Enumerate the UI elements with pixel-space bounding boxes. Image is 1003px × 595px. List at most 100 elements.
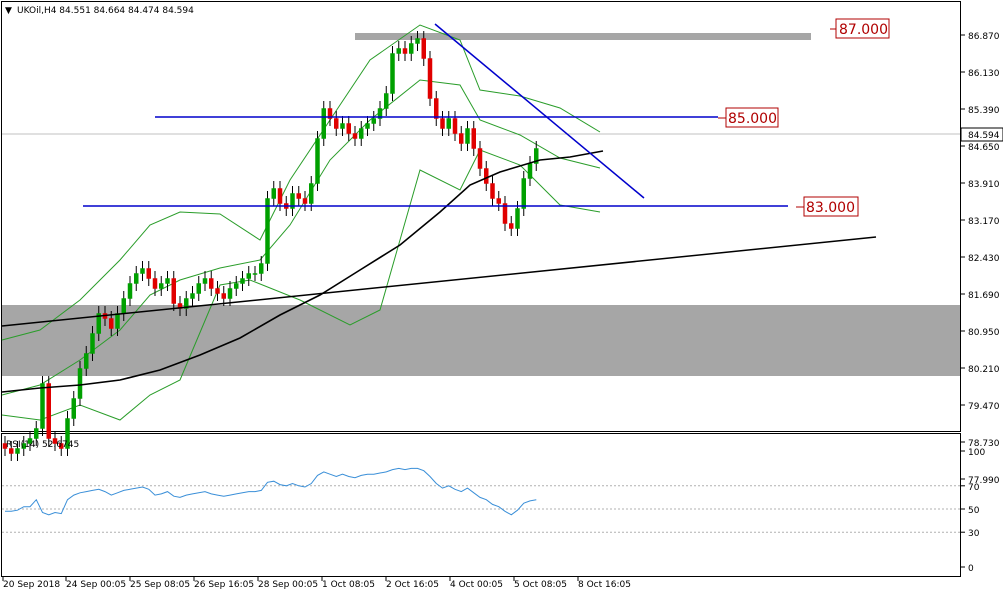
candle [521,171,526,216]
rsi-line [5,467,537,516]
candle [34,421,39,446]
candle [459,126,464,151]
rsi-axis: 100 70 50 30 0 [960,448,985,574]
candle [2,436,8,456]
candle [490,176,495,206]
candle [84,346,89,376]
candle [96,306,101,341]
candle [471,121,476,156]
price-tick-label: 86.870 [968,32,1000,42]
candle [496,191,501,211]
candle [484,161,489,191]
candle [415,31,420,51]
rsi-title: RSI(14) 52.6745 [6,440,79,450]
candle [352,126,358,146]
chart-symbol-arrow: ▼ [5,6,12,16]
candle [440,111,445,136]
chart-title: UKOil,H4 84.551 84.664 84.474 84.594 [17,6,194,16]
rsi-tick-label: 100 [968,448,985,458]
price-tick-label: 80.950 [968,328,1000,338]
candle [21,436,26,456]
candle [240,271,245,291]
candle [15,441,20,461]
candle [534,141,539,171]
time-tick-label: 28 Sep 00:05 [258,580,318,590]
current-price-text: 84.594 [968,131,1000,141]
price-tick-label: 86.130 [968,69,1000,79]
descending-trendline [434,23,645,199]
candle [321,101,326,146]
candle [371,111,376,131]
candle [359,121,364,146]
candle [409,36,414,61]
time-axis: 20 Sep 2018 24 Sep 00:05 25 Sep 08:05 26 Se… [2,577,631,590]
level-85-label: 85.000 [718,107,779,128]
candle [209,271,214,296]
candle [515,201,520,236]
price-tick-label: 79.470 [968,402,1000,412]
candle [290,186,295,216]
time-tick-label: 1 Oct 08:05 [322,580,375,590]
candle [171,271,176,311]
candle [59,436,64,456]
bollinger-lower [1,149,601,421]
price-tick-label: 77.990 [968,476,1000,486]
candle [390,46,395,101]
candle [234,276,239,296]
candle [159,276,164,296]
price-tick-label: 80.210 [968,365,1000,375]
candle [502,196,508,231]
candle [477,141,483,176]
candle [190,286,195,306]
time-tick-label: 4 Oct 00:05 [450,580,503,590]
candle [134,266,139,291]
candle [434,91,439,126]
level-83-text: 83.000 [806,200,855,216]
bollinger-middle [1,79,601,396]
price-tick-label: 83.170 [968,217,1000,227]
candle [52,431,58,451]
bollinger-bands [1,24,601,421]
ma-line [1,150,604,393]
candle [27,431,33,451]
level-87-label: 87.000 [830,18,890,39]
candle [327,101,333,126]
rsi-tick-label: 0 [968,564,974,574]
candles [2,31,539,461]
candle [127,276,133,306]
rsi-tick-label: 30 [968,529,980,539]
time-tick-label: 26 Sep 16:05 [194,580,254,590]
candle [271,181,276,206]
candle [71,391,76,426]
candle [509,216,514,236]
candle [140,261,145,281]
candle [165,271,170,291]
candle [9,441,14,461]
candle [90,326,95,361]
candle [377,101,383,126]
time-tick-label: 24 Sep 00:05 [66,580,126,590]
candle [465,121,470,151]
price-tick-label: 83.910 [968,180,1000,190]
candle [315,131,320,191]
candle [152,271,158,296]
candle [396,41,401,61]
resistance-band [355,33,811,40]
candle [40,376,45,436]
candle [384,86,389,116]
price-tick-label: 84.650 [968,143,1000,153]
candle [252,266,258,281]
candle [402,41,408,61]
candle [346,116,351,141]
price-tick-label: 82.430 [968,254,1000,264]
candle [427,51,433,106]
level-87-text: 87.000 [839,22,888,38]
candle [65,411,70,456]
candle [421,31,426,66]
rsi-tick-label: 70 [968,483,980,493]
candle [452,111,458,141]
bollinger-upper [1,24,601,341]
candle [334,111,339,136]
candle [227,281,233,306]
